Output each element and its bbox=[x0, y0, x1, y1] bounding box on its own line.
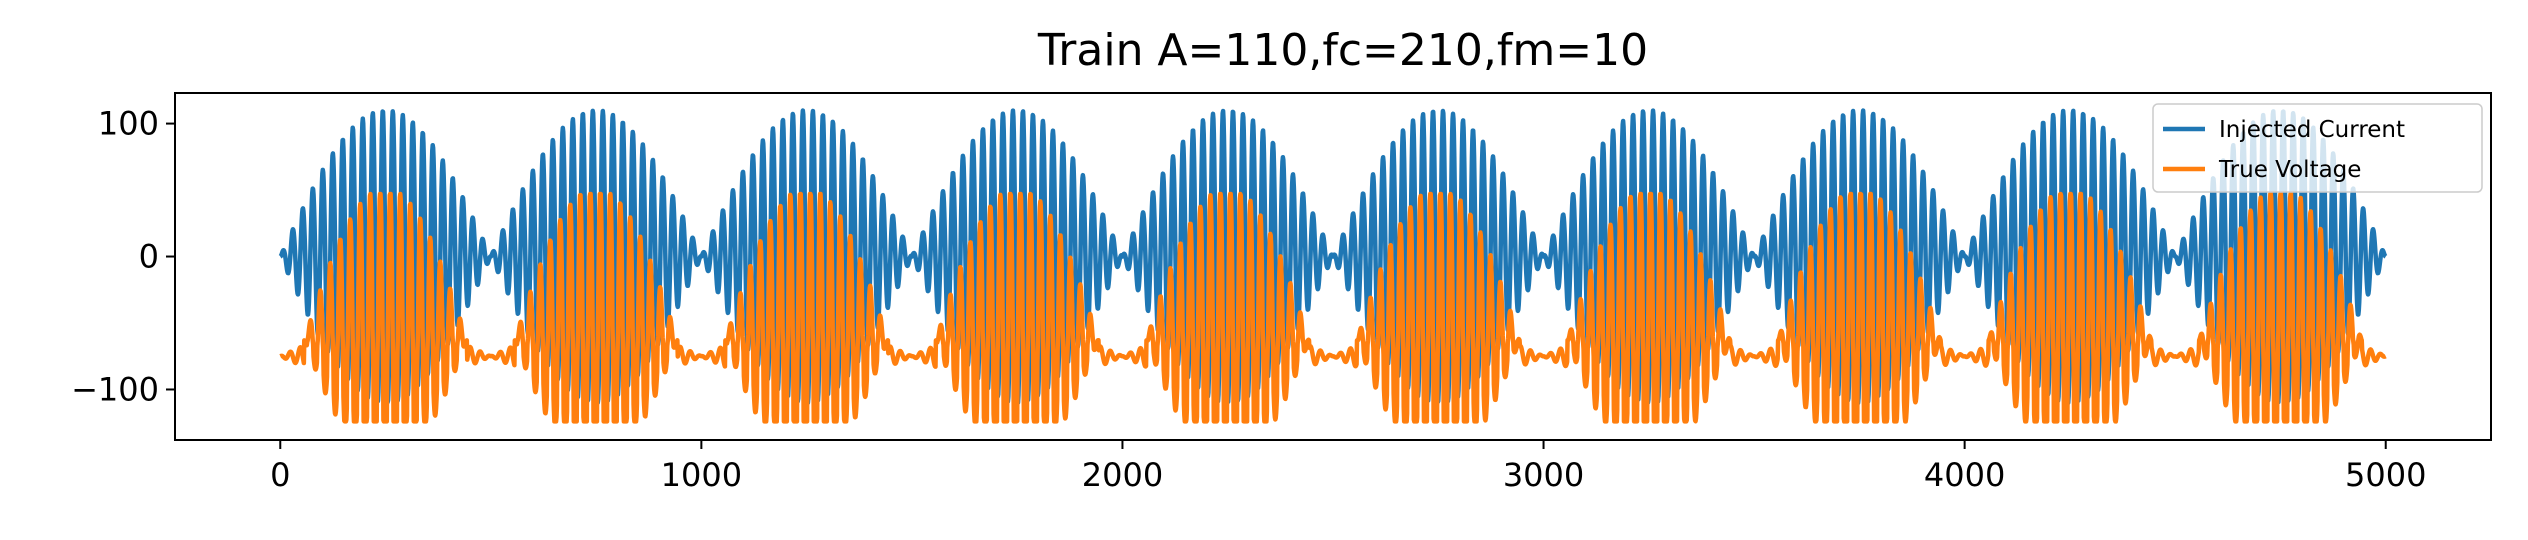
chart-title: Train A=110,fc=210,fm=10 bbox=[1037, 25, 1648, 76]
plot-frame bbox=[174, 92, 2492, 441]
x-tick-label: 0 bbox=[270, 456, 290, 494]
legend-label: True Voltage bbox=[2218, 157, 2361, 183]
legend: Injected Current True Voltage bbox=[2152, 103, 2483, 193]
y-axis: −100 0 100 bbox=[71, 105, 175, 408]
x-tick-label: 2000 bbox=[1082, 456, 1163, 494]
series-line-true-voltage bbox=[278, 191, 2388, 424]
x-tick-label: 3000 bbox=[1503, 456, 1584, 494]
x-tick-label: 1000 bbox=[661, 456, 742, 494]
x-axis: 0 1000 2000 3000 4000 5000 bbox=[270, 440, 2426, 494]
plot-area bbox=[278, 108, 2388, 424]
series-line-injected-current bbox=[278, 108, 2388, 405]
x-tick-label: 5000 bbox=[2345, 456, 2426, 494]
y-tick-label: 100 bbox=[98, 105, 159, 143]
y-tick-label: 0 bbox=[139, 238, 159, 276]
y-tick-label: −100 bbox=[71, 370, 159, 408]
legend-label: Injected Current bbox=[2219, 117, 2405, 143]
legend-box bbox=[2152, 103, 2483, 193]
x-tick-label: 4000 bbox=[1924, 456, 2005, 494]
